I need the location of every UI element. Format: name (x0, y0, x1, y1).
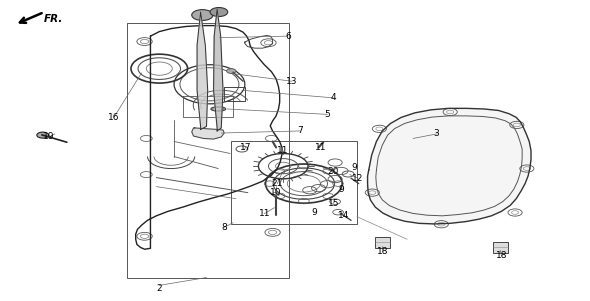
Polygon shape (214, 9, 223, 131)
Text: 13: 13 (286, 77, 298, 86)
Text: 21: 21 (271, 179, 283, 188)
Circle shape (192, 10, 213, 20)
Text: 19: 19 (43, 132, 55, 141)
Polygon shape (368, 108, 531, 224)
Text: 9: 9 (351, 163, 357, 172)
Text: 3: 3 (434, 129, 440, 138)
Text: 16: 16 (108, 113, 120, 122)
Bar (375, 237, 390, 248)
Text: 18: 18 (376, 247, 388, 256)
Text: 15: 15 (327, 199, 339, 208)
Text: 2: 2 (156, 284, 162, 293)
Text: 14: 14 (337, 211, 349, 220)
Circle shape (210, 8, 228, 17)
Text: 11: 11 (258, 209, 270, 218)
Text: 9: 9 (338, 185, 344, 194)
Text: 9: 9 (312, 208, 317, 217)
Bar (231, 141, 357, 224)
Bar (493, 242, 508, 253)
Text: 6: 6 (285, 32, 291, 41)
Text: 20: 20 (327, 167, 339, 176)
Text: 11: 11 (314, 143, 326, 152)
Text: 18: 18 (496, 251, 507, 260)
Polygon shape (197, 12, 208, 129)
Text: 7: 7 (297, 126, 303, 135)
Text: 17: 17 (240, 143, 251, 152)
Text: 5: 5 (324, 110, 330, 119)
Circle shape (37, 132, 48, 138)
Text: 12: 12 (352, 174, 364, 183)
Polygon shape (192, 128, 224, 139)
Text: 11: 11 (277, 146, 289, 155)
Text: 10: 10 (270, 188, 282, 197)
Circle shape (227, 69, 236, 73)
Text: 8: 8 (221, 223, 227, 232)
Text: 4: 4 (330, 93, 336, 102)
Text: FR.: FR. (44, 14, 64, 23)
Bar (127, 23, 289, 278)
